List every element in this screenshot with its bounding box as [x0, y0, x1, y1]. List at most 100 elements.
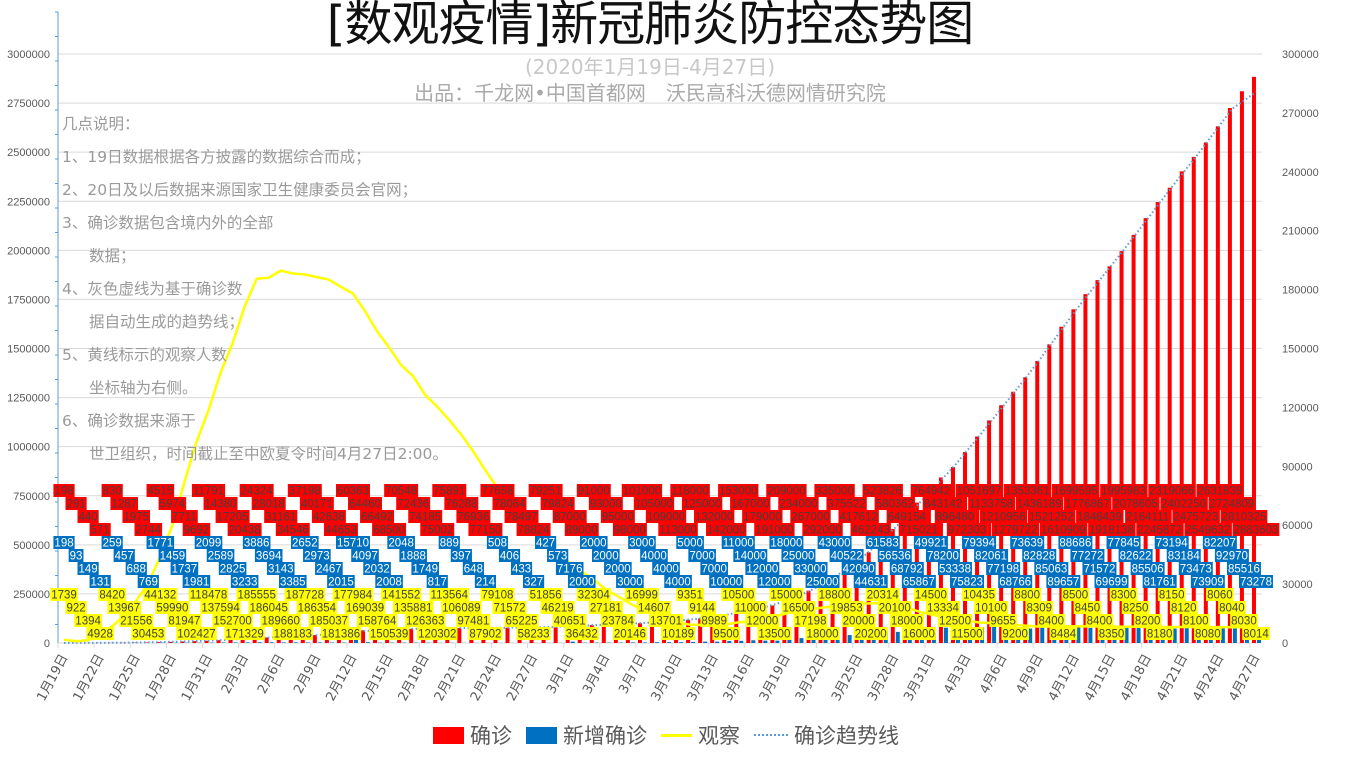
- data-label-confirmed-bg: [110, 497, 139, 510]
- data-label-observation: 36432: [566, 628, 598, 640]
- data-label-confirmed-bg: [946, 523, 988, 536]
- bar-new-confirmed: [727, 641, 732, 643]
- data-label-new-confirmed: 2467: [316, 563, 342, 575]
- data-label-new-confirmed-bg: [628, 536, 656, 549]
- data-label-new-confirmed-bg: [901, 575, 936, 588]
- data-label-new-confirmed: 1737: [172, 563, 198, 575]
- data-label-observation-bg: [676, 588, 704, 601]
- data-label-observation: 13701: [650, 615, 682, 627]
- data-label-confirmed-bg: [335, 484, 370, 497]
- x-axis-tick-label: 4月9日: [1014, 652, 1047, 697]
- data-label-confirmed: 715021: [900, 524, 938, 536]
- data-label-confirmed: 764942: [912, 485, 950, 497]
- data-label-observation: 30453: [132, 628, 164, 640]
- data-label-new-confirmed-bg: [486, 536, 509, 549]
- data-label-new-confirmed-bg: [462, 562, 484, 575]
- data-label-observation-bg: [865, 588, 900, 601]
- data-label-confirmed: 113000: [659, 524, 697, 536]
- bar-new-confirmed: [570, 641, 575, 643]
- data-label-confirmed-bg: [158, 497, 187, 510]
- x-axis-tick-label: 2月3日: [219, 652, 252, 697]
- bar-confirmed: [409, 628, 414, 643]
- left-axis-tick-label: 2500000: [7, 147, 50, 159]
- data-label-observation-bg: [1013, 588, 1042, 601]
- data-label-confirmed-bg: [101, 484, 123, 497]
- data-label-confirmed: 896480: [936, 511, 974, 523]
- data-label-confirmed: 2078605: [1113, 498, 1158, 510]
- data-label-observation-bg: [721, 588, 756, 601]
- data-label-new-confirmed: 198: [54, 537, 73, 549]
- data-label-confirmed: 98000: [614, 524, 646, 536]
- data-label-observation-bg: [877, 601, 912, 614]
- data-label-new-confirmed: 397: [452, 550, 471, 562]
- bar-new-confirmed: [293, 642, 298, 643]
- data-label-confirmed: 292000: [803, 524, 841, 536]
- data-label-observation-bg: [107, 601, 142, 614]
- bar-new-confirmed: [775, 640, 780, 643]
- data-label-confirmed: 2883603: [1234, 524, 1279, 536]
- data-label-confirmed-bg: [670, 484, 710, 497]
- bar-confirmed: [505, 627, 510, 643]
- data-label-new-confirmed-bg: [77, 562, 99, 575]
- data-label-confirmed: 1776867: [1065, 498, 1110, 510]
- x-axis-tick-label: 3月13日: [685, 652, 722, 704]
- data-label-confirmed-bg: [1196, 484, 1244, 497]
- data-label-confirmed: 167000: [731, 498, 769, 510]
- bar-new-confirmed: [763, 640, 768, 643]
- data-label-confirmed: 5974: [160, 498, 186, 510]
- data-label-observation: 20000: [843, 615, 875, 627]
- data-label-observation: 16500: [782, 602, 814, 614]
- data-label-observation: 71572: [494, 602, 526, 614]
- bar-new-confirmed: [1184, 626, 1189, 643]
- data-label-observation-bg: [552, 614, 587, 627]
- data-label-new-confirmed-bg: [411, 562, 440, 575]
- data-label-observation: 8800: [1014, 589, 1040, 601]
- data-label-new-confirmed: 61583: [867, 537, 899, 549]
- data-label-confirmed: 87000: [554, 511, 586, 523]
- data-label-new-confirmed: 82207: [1204, 537, 1236, 549]
- data-label-observation-bg: [143, 588, 178, 601]
- legend-item-confirmed[interactable]: 确诊: [433, 720, 512, 750]
- data-label-confirmed-bg: [65, 497, 87, 510]
- legend-item-trendline[interactable]: 确诊趋势线: [754, 720, 899, 750]
- data-label-observation-bg: [1109, 588, 1138, 601]
- data-label-confirmed-bg: [1051, 484, 1099, 497]
- data-label-new-confirmed-bg: [1058, 536, 1093, 549]
- chart-subtitle: (2020年1月19日-4月27日): [524, 55, 776, 79]
- data-label-confirmed: 28018: [253, 498, 285, 510]
- bar-confirmed: [228, 639, 233, 643]
- data-label-new-confirmed-bg: [182, 575, 211, 588]
- data-label-confirmed: 20438: [229, 524, 261, 536]
- bar-confirmed: [649, 622, 654, 643]
- bar-new-confirmed: [1076, 625, 1081, 643]
- data-label-confirmed: 1975: [123, 511, 149, 523]
- right-axis-tick-label: 0: [1282, 638, 1288, 650]
- data-label-observation: 12500: [939, 615, 971, 627]
- right-axis-tick-label: 30000: [1282, 579, 1313, 591]
- data-label-confirmed: 1133758: [969, 498, 1013, 510]
- data-label-observation: 11500: [951, 628, 982, 640]
- bar-new-confirmed: [823, 638, 828, 643]
- data-label-new-confirmed: 65867: [903, 576, 935, 588]
- data-label-new-confirmed-bg: [688, 549, 716, 562]
- data-label-new-confirmed-bg: [913, 536, 948, 549]
- data-label-confirmed: 40171: [301, 498, 333, 510]
- data-label-observation: 137594: [201, 602, 240, 614]
- data-label-confirmed: 4515: [148, 485, 174, 497]
- data-label-confirmed-bg: [528, 484, 563, 497]
- bar-confirmed: [601, 624, 606, 643]
- data-label-new-confirmed-bg: [206, 549, 235, 562]
- data-label-new-confirmed: 2825: [220, 563, 246, 575]
- bar-confirmed: [252, 638, 257, 643]
- data-label-new-confirmed: 82061: [975, 550, 1007, 562]
- bar-confirmed: [1095, 280, 1100, 643]
- note-line: 坐标轴为右侧。: [89, 379, 198, 397]
- data-label-confirmed-bg: [886, 510, 928, 523]
- data-label-new-confirmed: 131: [91, 576, 110, 588]
- data-label-new-confirmed-bg: [567, 575, 596, 588]
- data-label-confirmed-bg: [299, 497, 334, 510]
- data-label-observation: 158764: [358, 615, 397, 627]
- legend-item-observation[interactable]: 观察: [661, 720, 740, 750]
- data-label-confirmed-bg: [693, 510, 735, 523]
- legend-item-new-confirmed[interactable]: 新增确诊: [526, 720, 647, 750]
